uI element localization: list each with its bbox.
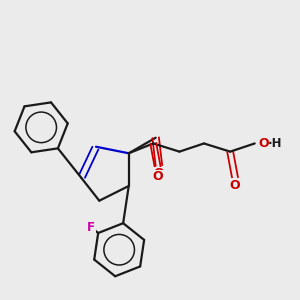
- Text: F: F: [87, 221, 95, 234]
- Text: O: O: [230, 178, 240, 191]
- Text: O: O: [153, 170, 164, 183]
- Text: ·H: ·H: [268, 137, 282, 150]
- Text: O: O: [259, 137, 269, 150]
- Text: O: O: [154, 167, 164, 180]
